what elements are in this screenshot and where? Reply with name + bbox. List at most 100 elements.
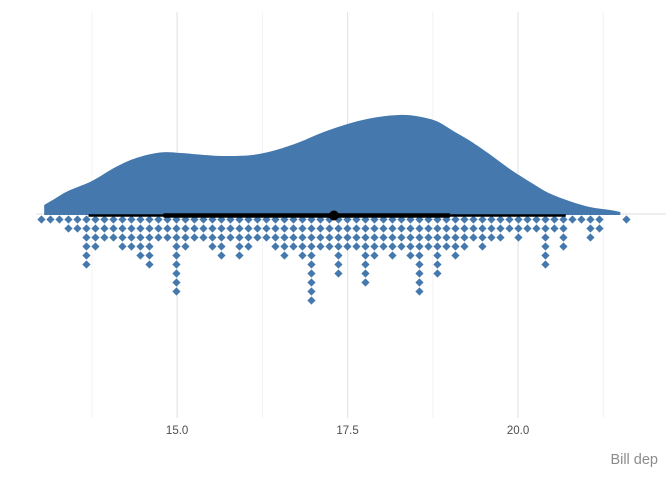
dotplot-dot [109, 224, 118, 233]
dotplot-dot [352, 224, 361, 233]
dotplot-dot [307, 269, 316, 278]
dotplot-dot [64, 215, 73, 224]
dotplot-dot [415, 251, 424, 260]
dotplot-dot [595, 224, 604, 233]
dotplot-dot [514, 224, 523, 233]
dotplot-dot [397, 242, 406, 251]
dotplot-dot [262, 224, 271, 233]
dotplot-dot [307, 233, 316, 242]
dotplot-dot [127, 242, 136, 251]
dotplot-dot [397, 224, 406, 233]
dotplot-dot [469, 215, 478, 224]
dotplot-dot [388, 242, 397, 251]
dotplot-dot [379, 242, 388, 251]
dotplot-dot [217, 233, 226, 242]
dotplot-dot [271, 233, 280, 242]
dotplot-dot [154, 215, 163, 224]
dotplot-dot [91, 242, 100, 251]
dotplot-dot [109, 215, 118, 224]
dotplot-dot [451, 251, 460, 260]
dotplot-dot [361, 242, 370, 251]
dotplot-dot [361, 251, 370, 260]
dotplot-dot [361, 269, 370, 278]
x-axis-tick-label: 15.0 [165, 425, 189, 437]
dotplot-dot [298, 242, 307, 251]
dotplot-dot [208, 224, 217, 233]
dotplot-dot [316, 242, 325, 251]
dotplot-dot [307, 278, 316, 287]
dotplot-dot [244, 242, 253, 251]
dotplot-dot [46, 215, 55, 224]
dotplot-dot [289, 242, 298, 251]
dotplot-dot [82, 260, 91, 269]
dotplot-dot [577, 215, 586, 224]
dotplot-dot [478, 224, 487, 233]
dotplot-dot [100, 215, 109, 224]
x-axis-tick-label: 20.0 [506, 425, 530, 437]
dotplot-dot [91, 224, 100, 233]
dotplot-dot [325, 233, 334, 242]
dotplot-dot [145, 233, 154, 242]
dotplot-dot [145, 260, 154, 269]
dotplot-dot [325, 224, 334, 233]
dotplot-dot [271, 242, 280, 251]
dotplot-dot [460, 215, 469, 224]
dotplot-dot [307, 242, 316, 251]
dotplot-dot [280, 224, 289, 233]
dotplot-dot [361, 224, 370, 233]
dotplot-dot [334, 269, 343, 278]
dotplot-dot [253, 224, 262, 233]
dotplot-dot [298, 251, 307, 260]
dotplot-dot [343, 224, 352, 233]
dotplot-dot [487, 215, 496, 224]
dotplot-dot [343, 242, 352, 251]
dotplot-dot [433, 251, 442, 260]
dotplot-dot [217, 251, 226, 260]
dotplot-dot [442, 233, 451, 242]
dotplot-dot [523, 215, 532, 224]
dotplot-dot [298, 233, 307, 242]
dotplot-dot [424, 233, 433, 242]
dotplot-dot [181, 233, 190, 242]
dotplot-dot [55, 215, 64, 224]
dotplot-dot [415, 287, 424, 296]
dotplot-dot [514, 215, 523, 224]
dotplot-dot [406, 242, 415, 251]
dotplot-dot [433, 269, 442, 278]
dotplot-dot [181, 224, 190, 233]
dotplot-dot [316, 233, 325, 242]
dotplot-dot [127, 224, 136, 233]
dotplot-dot [136, 215, 145, 224]
dotplot-dot [415, 260, 424, 269]
dotplot-dot [172, 287, 181, 296]
dotplot-dot [325, 242, 334, 251]
dotplot-dot [334, 251, 343, 260]
dotplot-dot [199, 233, 208, 242]
dotplot-dot [172, 260, 181, 269]
dotplot-dot [496, 215, 505, 224]
dotplot-dot [451, 242, 460, 251]
dotplot-dot [127, 233, 136, 242]
dotplot-dot [469, 233, 478, 242]
dotplot-dot [460, 242, 469, 251]
dotplot-dot [388, 233, 397, 242]
dotplot-dot [433, 233, 442, 242]
dotplot-dot [307, 260, 316, 269]
dotplot-dot [361, 233, 370, 242]
dotplot-dot [172, 278, 181, 287]
dotplot-dot [343, 233, 352, 242]
dotplot-dot [406, 233, 415, 242]
dotplot-dot [532, 224, 541, 233]
dotplot-dot [307, 224, 316, 233]
dotplot-dot [442, 224, 451, 233]
x-axis-tick-label: 17.5 [336, 425, 359, 437]
dotplot-dot [190, 224, 199, 233]
dotplot-dot [208, 242, 217, 251]
dotplot-dot [199, 224, 208, 233]
dotplot-dot [109, 233, 118, 242]
dotplot-dot [172, 251, 181, 260]
dotplot-dot [244, 224, 253, 233]
dotplot-dot [595, 215, 604, 224]
dotplot-dot [451, 224, 460, 233]
